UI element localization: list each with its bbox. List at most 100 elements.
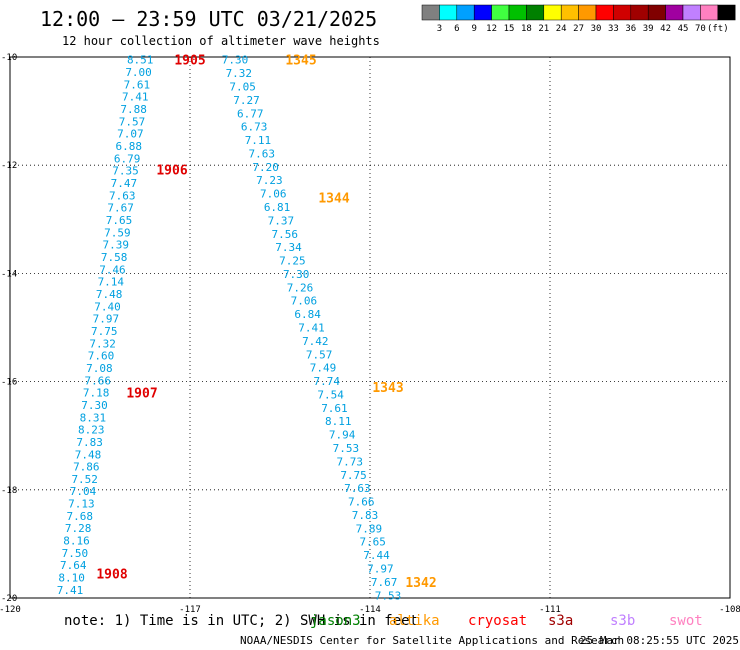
- wave-height-value: 8.10: [58, 572, 85, 585]
- wave-height-value: 7.68: [67, 510, 94, 523]
- plot-area: -120-117-114-111-108-105-10-12-14-16-18-…: [0, 53, 740, 615]
- wave-height-value: 7.57: [306, 348, 333, 361]
- wave-height-value: 7.65: [106, 214, 133, 227]
- wave-height-value: 7.23: [256, 174, 283, 187]
- x-tick-label: -111: [539, 605, 561, 615]
- color-swatch: [491, 4, 510, 21]
- wave-height-value: 7.65: [359, 536, 386, 549]
- wave-height-value: 7.53: [375, 589, 402, 602]
- wave-height-value: 7.59: [104, 226, 131, 239]
- wave-height-value: 8.23: [78, 424, 105, 437]
- colorbar-label: 42: [660, 24, 671, 34]
- wave-height-value: 7.06: [291, 295, 318, 308]
- wave-height-value: 7.56: [271, 228, 298, 241]
- colorbar-label: 3: [437, 24, 442, 34]
- wave-height-value: 7.20: [252, 161, 279, 174]
- wave-height-value: 6.79: [114, 152, 141, 165]
- wave-height-value: 7.41: [57, 584, 84, 597]
- colorbar-label: 12: [486, 24, 497, 34]
- color-swatch: [508, 4, 527, 21]
- wave-height-value: 7.41: [298, 322, 325, 335]
- wave-height-value: 7.34: [275, 241, 302, 254]
- wave-height-value: 7.83: [76, 436, 103, 449]
- wave-height-value: 6.81: [264, 201, 291, 214]
- wave-height-value: 8.31: [80, 411, 107, 424]
- colorbar-label: 33: [608, 24, 619, 34]
- wave-height-value: 7.97: [367, 563, 394, 576]
- wave-height-value: 7.57: [119, 115, 146, 128]
- wave-height-value: 7.44: [363, 549, 390, 562]
- x-tick-label: -108: [719, 605, 740, 615]
- satellite-legend-item: swot: [669, 613, 703, 629]
- colorbar-label: 9: [471, 24, 476, 34]
- wave-height-value: 7.00: [125, 66, 152, 79]
- color-swatch: [473, 4, 492, 21]
- wave-height-value: 7.49: [310, 362, 337, 375]
- wave-height-value: 7.60: [88, 350, 115, 363]
- y-tick-label: -12: [1, 161, 17, 171]
- color-swatch: [595, 4, 614, 21]
- pass-time-label: 1344: [318, 192, 349, 207]
- wave-height-value: 7.04: [70, 485, 97, 498]
- wave-height-value: 7.67: [371, 576, 398, 589]
- wave-height-value: 7.40: [94, 300, 121, 313]
- wave-height-value: 7.37: [268, 214, 295, 227]
- wave-height-value: 7.42: [302, 335, 329, 348]
- wave-height-value: 8.51: [127, 54, 154, 67]
- wave-height-value: 7.66: [85, 374, 112, 387]
- wave-height-value: 7.30: [283, 268, 310, 281]
- wave-height-value: 7.73: [337, 455, 364, 468]
- color-swatch: [647, 4, 666, 21]
- pass-time-label: 1342: [405, 576, 436, 591]
- wave-height-value: 7.61: [321, 402, 348, 415]
- wave-height-value: 7.58: [101, 251, 128, 264]
- pass-time-label: 1343: [372, 381, 403, 396]
- pass-time-label: 1906: [156, 164, 187, 179]
- wave-height-value: 7.28: [65, 522, 92, 535]
- wave-height-value: 7.32: [89, 337, 116, 350]
- colorbar-label: 15: [504, 24, 515, 34]
- color-swatch: [665, 4, 684, 21]
- wave-height-value: 7.63: [109, 189, 136, 202]
- wave-height-value: 7.07: [117, 128, 144, 141]
- wave-height-value: 7.66: [348, 496, 375, 509]
- colorbar-label: 70: [695, 24, 706, 34]
- satellite-legend-item: cryosat: [468, 613, 527, 629]
- wave-height-value: 7.89: [356, 522, 383, 535]
- color-swatch: [682, 4, 701, 21]
- wave-height-value: 7.26: [287, 281, 314, 294]
- color-swatch: [700, 4, 719, 21]
- wave-height-value: 7.35: [112, 165, 139, 178]
- satellite-legend-item: s3b: [610, 613, 635, 629]
- satellite-legend-item: s3a: [548, 613, 573, 629]
- colorbar-label: 18: [521, 24, 532, 34]
- pass-time-label: 1907: [126, 386, 157, 401]
- wave-height-value: 7.11: [245, 134, 272, 147]
- wave-height-value: 7.54: [317, 388, 344, 401]
- wave-height-value: 7.27: [233, 94, 260, 107]
- wave-height-value: 7.08: [86, 362, 113, 375]
- wave-height-value: 7.86: [73, 461, 100, 474]
- y-tick-label: -10: [1, 53, 17, 63]
- wave-height-value: 7.52: [71, 473, 98, 486]
- colorbar-label: (ft): [707, 24, 729, 34]
- wave-height-value: 6.77: [237, 107, 264, 120]
- x-tick-label: -120: [0, 605, 21, 615]
- wave-height-value: 7.63: [249, 147, 276, 160]
- satellite-legend: jason3 altika cryosat s3a s3b swot: [310, 613, 703, 629]
- pass-time-label: 1908: [96, 568, 127, 583]
- wave-height-value: 7.47: [111, 177, 138, 190]
- colorbar-label: 30: [591, 24, 602, 34]
- color-swatch: [578, 4, 597, 21]
- wave-height-value: 7.05: [229, 80, 256, 93]
- colorbar-label: 27: [573, 24, 584, 34]
- colorbar-label: 39: [643, 24, 654, 34]
- footer-note: note: 1) Time is in UTC; 2) SWH is in fe…: [64, 613, 418, 629]
- x-tick-label: -117: [179, 605, 201, 615]
- wave-height-value: 7.06: [260, 188, 287, 201]
- wave-height-value: 7.61: [124, 78, 151, 91]
- colorbar-label: 21: [538, 24, 549, 34]
- color-swatch: [439, 4, 458, 21]
- wave-height-value: 6.84: [294, 308, 321, 321]
- color-swatch: [456, 4, 475, 21]
